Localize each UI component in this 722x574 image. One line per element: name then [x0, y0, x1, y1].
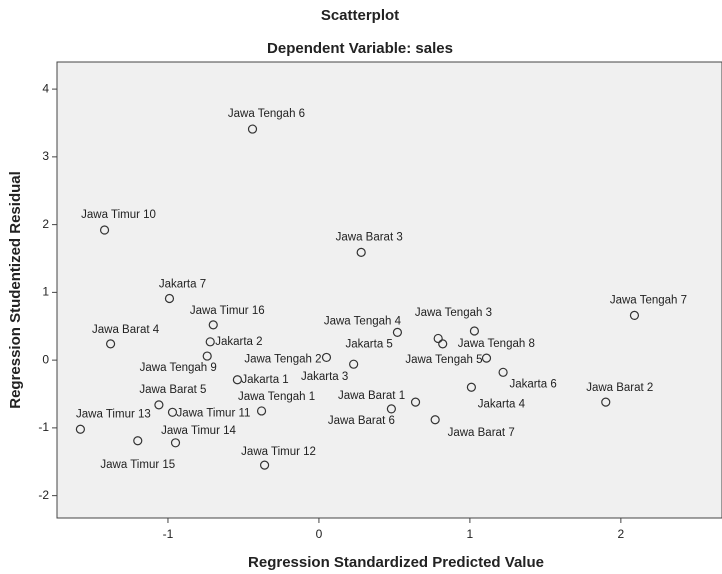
point-label: Jakarta 4 [478, 398, 526, 410]
point [466, 382, 476, 392]
point-label: Jawa Barat 3 [336, 231, 403, 243]
point [321, 352, 332, 363]
point-label: Jawa Tengah 9 [140, 362, 217, 374]
point [164, 293, 175, 304]
point-label: Jawa Timur 13 [76, 408, 151, 420]
point [481, 353, 492, 363]
point-label: Jakarta 3 [301, 371, 348, 383]
y-tick-label: 3 [42, 149, 49, 163]
point-label: Jawa Tengah 8 [458, 338, 535, 350]
point-label: Jawa Timur 16 [190, 305, 265, 317]
point-label: Jakarta 1 [241, 374, 288, 386]
point-label: Jawa Tengah 5 [405, 354, 482, 366]
point [232, 375, 243, 385]
point-label: Jawa Timur 11 [176, 407, 250, 419]
y-tick-label: 2 [42, 217, 49, 231]
x-tick-label: -1 [163, 527, 174, 541]
point [410, 397, 421, 407]
y-tick-label: 0 [42, 352, 49, 366]
point-label: Jawa Timur 15 [100, 459, 175, 471]
point-label: Jawa Tengah 3 [415, 307, 492, 319]
point [167, 407, 178, 417]
chart-title: Scatterplot [321, 7, 399, 24]
point-label: Jawa Barat 4 [92, 324, 160, 336]
point [133, 436, 143, 446]
point-label: Jakarta 2 [215, 336, 262, 348]
y-tick-label: -1 [38, 420, 49, 434]
point [247, 124, 258, 134]
point-label: Jakarta 6 [509, 378, 556, 390]
point-label: Jawa Tengah 1 [238, 391, 315, 403]
x-axis-label: Regression Standardized Predicted Value [248, 554, 544, 571]
point-label: Jawa Tengah 6 [228, 108, 305, 120]
y-axis-label: Regression Studentized Residual [7, 171, 24, 409]
point [256, 406, 267, 416]
point-label: Jakarta 5 [346, 338, 393, 350]
point [170, 438, 181, 448]
point-label: Jawa Tengah 2 [244, 353, 321, 365]
point-label: Jawa Tengah 4 [324, 315, 402, 327]
point [438, 339, 448, 349]
point [392, 327, 403, 337]
point [75, 424, 85, 434]
plot-area [56, 61, 722, 519]
point [105, 339, 116, 349]
point [498, 367, 508, 377]
point [601, 397, 611, 407]
chart-subtitle: Dependent Variable: sales [267, 40, 453, 57]
point [433, 333, 443, 344]
point-label: Jawa Timur 12 [241, 446, 316, 458]
point [208, 320, 218, 330]
point [205, 337, 215, 347]
point-label: Jawa Timur 14 [161, 425, 236, 437]
point-label: Jawa Barat 6 [328, 415, 395, 427]
point [154, 400, 164, 410]
point [629, 310, 640, 321]
point-label: Jawa Timur 10 [81, 209, 156, 221]
point [469, 326, 480, 336]
point-label: Jawa Barat 1 [338, 390, 405, 402]
point [356, 247, 366, 257]
x-tick-label: 0 [316, 527, 323, 541]
point-label: Jawa Barat 7 [448, 427, 515, 439]
point-label: Jakarta 7 [159, 279, 206, 291]
point [349, 359, 359, 369]
point-label: Jawa Barat 5 [139, 384, 206, 396]
y-tick-label: 1 [42, 285, 49, 299]
point [99, 225, 110, 235]
point [386, 404, 396, 414]
y-tick-label: 4 [42, 81, 49, 95]
point [430, 415, 440, 425]
y-tick-label: -2 [38, 488, 49, 502]
point-label: Jawa Barat 2 [586, 382, 653, 394]
point [259, 460, 270, 470]
point [202, 351, 212, 361]
point-label: Jawa Tengah 7 [610, 294, 687, 306]
x-tick-label: 2 [618, 527, 625, 541]
x-tick-label: 1 [467, 527, 474, 541]
